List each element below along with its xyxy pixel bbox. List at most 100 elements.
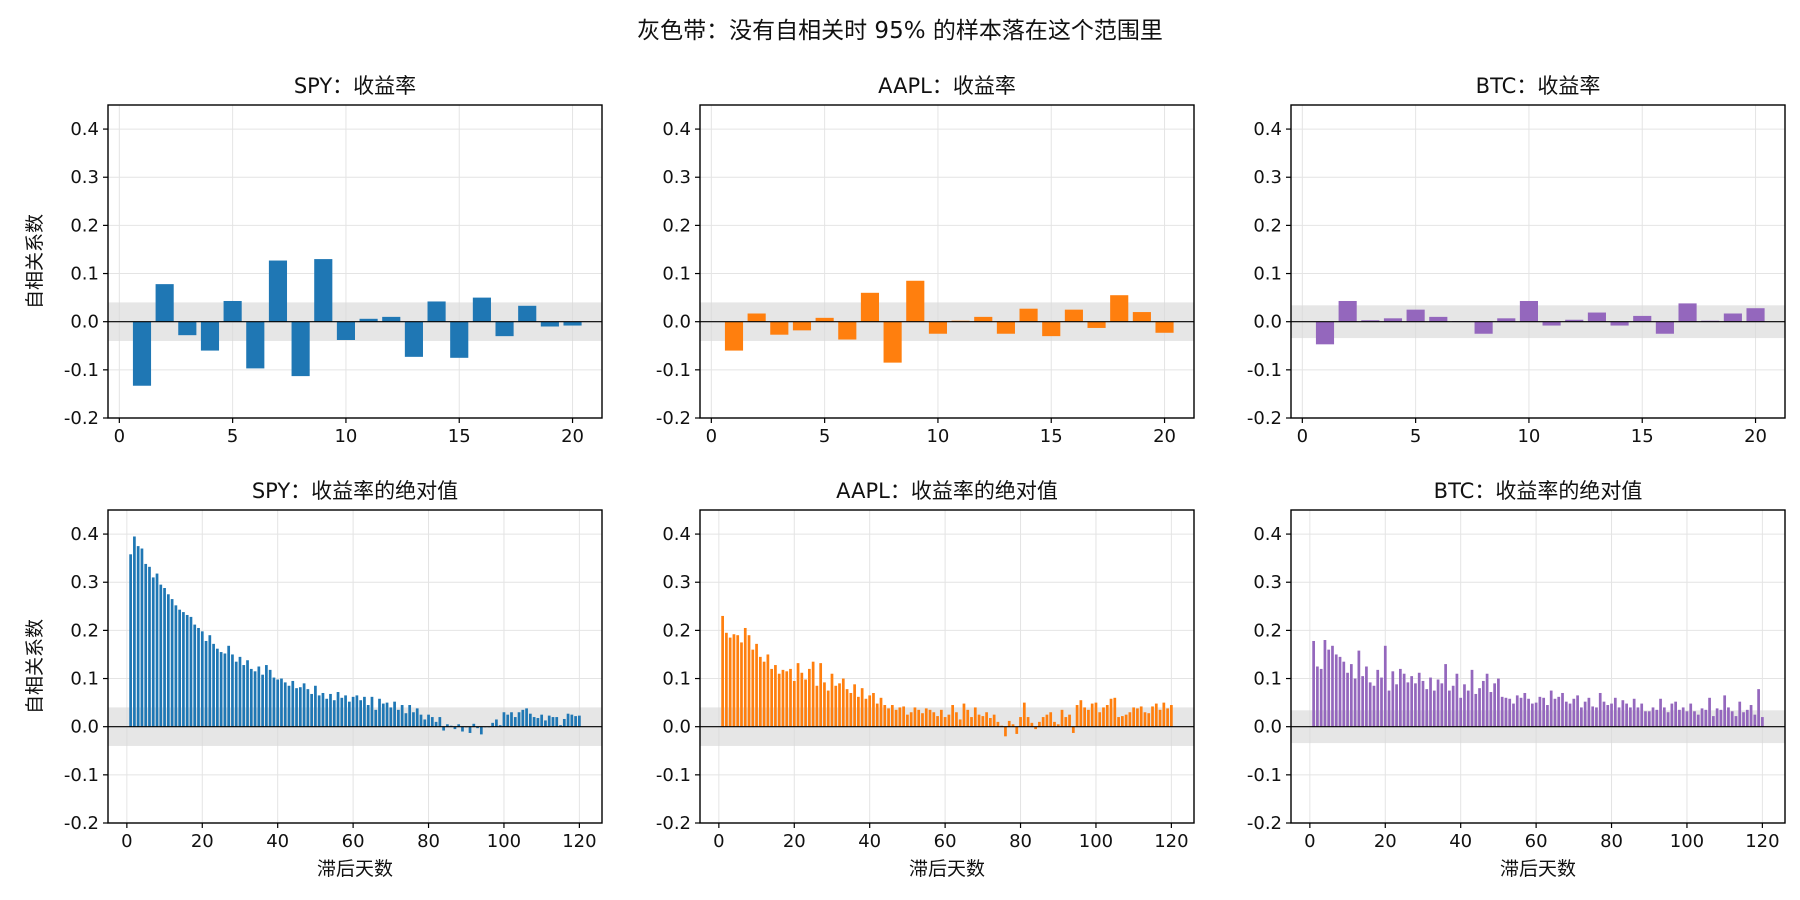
bar: [1151, 706, 1154, 727]
bar: [936, 716, 939, 727]
bar: [1497, 678, 1500, 727]
bar: [1591, 706, 1595, 727]
bar: [921, 713, 924, 727]
y-tick-label: 0.3: [1253, 167, 1282, 188]
x-tick-label: 0: [114, 426, 125, 447]
bar: [1019, 308, 1038, 322]
chart-panel: 0 20 40 60 80 100 120 -0.2 -0.1 0.0 0.1 0.2 0.3 0.4 SP…: [24, 479, 603, 880]
bar: [1158, 709, 1162, 727]
bar: [819, 663, 823, 727]
bar: [540, 714, 544, 727]
bar: [1079, 700, 1083, 727]
bar: [1515, 695, 1519, 727]
bar: [845, 689, 849, 727]
figure-suptitle: 灰色带：没有自相关时 95% 的样本落在这个范围里: [637, 18, 1163, 44]
bar: [1136, 708, 1139, 727]
bar: [970, 717, 973, 727]
panel-title: SPY：收益率的绝对值: [252, 479, 458, 503]
bar: [1376, 669, 1380, 727]
bar: [528, 713, 532, 727]
bar: [223, 653, 227, 727]
bar: [1633, 315, 1652, 322]
bar: [1621, 700, 1625, 727]
bar: [1689, 703, 1693, 727]
bar: [830, 673, 834, 727]
bar: [1436, 679, 1440, 727]
bar: [344, 695, 347, 727]
bar: [430, 717, 434, 727]
bar: [770, 321, 789, 335]
bar: [238, 656, 242, 727]
bar: [1414, 683, 1417, 727]
bar: [291, 680, 295, 727]
bar: [1542, 321, 1561, 326]
bar: [1316, 666, 1319, 727]
bar: [985, 712, 988, 727]
bar: [1613, 697, 1617, 727]
bar: [555, 717, 559, 727]
bar: [544, 720, 547, 727]
x-tick-label: 60: [342, 831, 365, 852]
bar: [841, 678, 845, 727]
bar: [325, 698, 329, 727]
x-tick-label: 20: [1153, 426, 1176, 447]
bar: [370, 696, 374, 727]
bar: [1466, 690, 1470, 727]
plot-frame: [699, 509, 1195, 824]
bar: [1090, 703, 1094, 727]
x-axis-label: 滞后天数: [1500, 858, 1576, 880]
x-tick-label: 60: [934, 831, 957, 852]
bar: [743, 627, 747, 727]
bar: [1045, 714, 1049, 727]
bar: [1678, 303, 1697, 322]
bar: [1576, 695, 1579, 727]
bar: [1338, 656, 1342, 727]
bar: [1075, 705, 1079, 727]
bar: [129, 554, 132, 727]
x-tick-label: 10: [334, 426, 357, 447]
bar: [1546, 705, 1549, 727]
bar: [359, 318, 378, 322]
bar: [155, 284, 174, 322]
bar: [249, 668, 253, 727]
bar: [1481, 680, 1485, 727]
bar: [427, 714, 430, 727]
bar: [332, 700, 336, 727]
y-tick-label: 0.2: [70, 215, 99, 236]
bar: [1455, 673, 1459, 727]
bar: [450, 321, 469, 358]
bar: [472, 297, 491, 322]
bar: [366, 705, 370, 727]
bar: [306, 689, 310, 727]
bar: [928, 709, 932, 727]
y-tick-label: -0.2: [64, 813, 99, 834]
bar: [347, 701, 351, 727]
bar: [1154, 703, 1158, 727]
bar: [1587, 697, 1591, 727]
bar: [1030, 722, 1034, 727]
bar: [276, 679, 280, 727]
bar: [231, 654, 234, 727]
bar: [340, 697, 344, 727]
bar: [1564, 701, 1568, 727]
y-tick-label: 0.0: [1253, 717, 1282, 738]
bar: [951, 705, 955, 727]
bar: [310, 693, 313, 727]
bar: [559, 725, 562, 727]
panel-title: AAPL：收益率的绝对值: [836, 479, 1058, 503]
bar: [966, 709, 970, 727]
bar: [902, 706, 905, 727]
bar: [1700, 708, 1704, 727]
bar: [1448, 690, 1451, 727]
y-tick-label: -0.1: [1247, 765, 1282, 786]
bar: [1425, 689, 1429, 727]
bar: [849, 692, 853, 727]
bar: [1723, 695, 1727, 727]
bar: [1504, 697, 1508, 727]
x-tick-label: 60: [1525, 831, 1548, 852]
y-tick-label: 0.3: [662, 572, 691, 593]
bar: [1349, 664, 1353, 727]
plot-frame: [1290, 104, 1786, 419]
bar: [838, 683, 841, 727]
bar: [1685, 711, 1689, 727]
